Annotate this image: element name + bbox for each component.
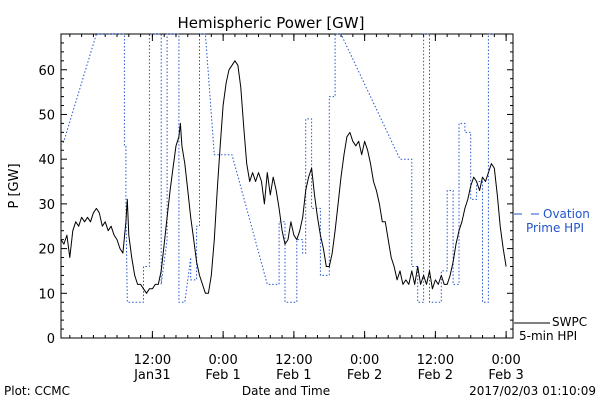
y-tick-label: 40 bbox=[38, 153, 55, 168]
plot-timestamp: 2017/02/03 01:10:09 bbox=[469, 384, 596, 398]
plot-credit: Plot: CCMC bbox=[4, 384, 70, 398]
y-tick-label: 30 bbox=[38, 198, 55, 213]
y-axis-label: P [GW] bbox=[7, 163, 22, 208]
y-tick-label: 10 bbox=[38, 287, 55, 302]
x-tick-time-label: 0:00 bbox=[350, 353, 379, 368]
y-tick-label: 60 bbox=[38, 64, 55, 79]
x-tick-time-label: 12:00 bbox=[275, 353, 312, 368]
x-tick-date-label: Feb 2 bbox=[418, 368, 453, 383]
swpc-series-line bbox=[60, 60, 507, 294]
x-axis-label: Date and Time bbox=[242, 384, 330, 398]
x-tick-time-label: 0:00 bbox=[209, 353, 238, 368]
chart-title: Hemispheric Power [GW] bbox=[178, 14, 365, 32]
legend-label-swpc: SWPC bbox=[552, 315, 587, 329]
legend-label-ovation: Ovation bbox=[543, 207, 590, 221]
ovation-prime-series-line bbox=[60, 33, 495, 303]
x-tick-date-label: Feb 1 bbox=[205, 368, 240, 383]
legend-label-swpc-line2: 5-min HPI bbox=[519, 329, 577, 343]
x-tick-time-label: 12:00 bbox=[417, 353, 454, 368]
y-tick-label: 50 bbox=[38, 108, 55, 123]
y-axis: 0 10 20 30 40 50 60 bbox=[38, 42, 513, 347]
x-tick-time-label: 12:00 bbox=[134, 353, 171, 368]
x-tick-time-label: 0:00 bbox=[492, 353, 521, 368]
plot-area-frame bbox=[60, 33, 514, 339]
x-tick-date-label: Feb 2 bbox=[347, 368, 382, 383]
series-layer bbox=[60, 33, 507, 303]
x-tick-date-label: Feb 1 bbox=[276, 368, 311, 383]
y-tick-label: 0 bbox=[47, 332, 55, 347]
x-tick-date-label: Feb 3 bbox=[488, 368, 523, 383]
legend-label-ovation-line2: Prime HPI bbox=[526, 221, 584, 235]
y-tick-label: 20 bbox=[38, 243, 55, 258]
x-tick-date-label: Jan31 bbox=[133, 368, 171, 383]
